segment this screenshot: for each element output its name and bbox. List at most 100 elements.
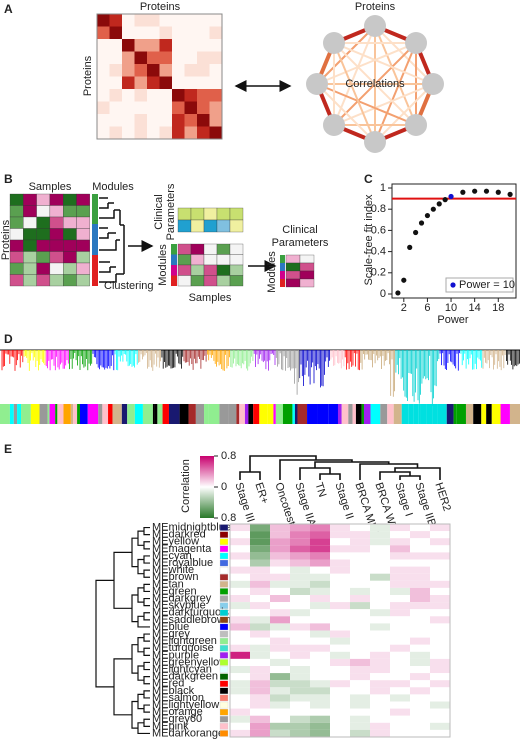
heatmap-cell [390,729,410,737]
module-strip [275,404,283,424]
module-strip [328,404,338,424]
module-strip [30,404,40,424]
module-color [219,559,229,567]
schematic-cell [177,254,192,266]
heatmap-cell [290,580,310,588]
heatmap-cell [250,545,270,553]
heatmap-cell [230,531,250,539]
heatmap-cell [410,630,430,638]
module-strip [228,404,237,424]
schematic-cell [76,193,90,206]
network-node [322,114,345,137]
heatmap-cell [230,666,250,674]
network-edge [316,83,376,143]
schematic-cell [216,275,231,287]
heatmap-cell [330,729,350,737]
matrix-cell [97,39,110,52]
point [460,189,466,195]
matrix-cell [197,26,210,39]
heatmap-cell [250,729,270,737]
heatmap-cell [410,623,430,631]
heatmap-cell [270,729,290,737]
heatmap-cell [310,637,330,645]
schematic-cell [177,275,192,287]
row-label: MEskyblue [152,600,206,612]
heatmap-cell [270,644,290,652]
heatmap-cell [270,715,290,723]
heatmap-cell [250,552,270,560]
heatmap-cell [290,715,310,723]
module-color [219,616,229,624]
row-dendrogram [113,658,132,716]
heatmap-cell [270,545,290,553]
point [424,212,431,219]
row-label: MEdarkturquoise [152,607,235,619]
module-color [219,524,229,531]
heatmap-cell [350,587,370,595]
schematic-cell [76,228,90,241]
matrix-cell [172,51,185,64]
module-strip [188,404,196,424]
module-color [219,630,229,638]
heatmap-cell [330,673,350,681]
module-bar [92,224,98,255]
colorbar-tick-label: 0 [221,481,227,493]
module-strip [307,404,318,424]
heatmap-cell [350,630,370,638]
heatmap-cell [330,602,350,610]
row-label: MEpurple [152,649,199,661]
module-strip [292,404,295,424]
schematic-cell [177,207,192,221]
colorbar-tick-label: 0.8 [221,512,236,524]
heatmap-cell [410,602,430,610]
schematic-cell [63,193,77,206]
matrix-cell [97,89,110,102]
module-strip [491,404,501,424]
heatmap-cell [370,701,390,709]
heatmap-cell [350,559,370,567]
module-strip [219,404,229,424]
schematic-cell [177,264,192,276]
heatmap-cell [350,729,370,737]
heatmap-cell [290,602,310,610]
network-node [405,114,428,137]
row-label: MEorange [152,706,203,718]
matrix-cell [184,76,197,89]
matrix-cell [209,51,222,64]
matrix-cell [122,39,135,52]
y-axis-title: Scale-free fit index [363,194,375,286]
heatmap-cell [350,616,370,624]
module-strip [408,404,414,424]
module-strip [348,404,353,424]
module-color [219,588,229,595]
schematic-cell [285,254,301,264]
module-strip [294,404,298,424]
schematic-cell [36,193,51,206]
heatmap-cell [250,680,270,688]
heatmap-cell [230,623,250,631]
matrix-cell [197,51,210,64]
matrix-cell [172,64,185,77]
module-strip [55,404,58,424]
schematic-cell [9,274,24,287]
heatmap-cell [270,658,290,666]
heatmap-cell [330,524,350,532]
heatmap-cell [290,644,310,652]
module-color [219,609,229,616]
module-bar [280,263,285,271]
row-dendrogram [137,637,144,653]
heatmap-cell [430,644,450,652]
row-dendrogram [143,583,150,593]
module-strip [453,404,457,424]
network-node [364,15,386,37]
y-tick-label: 0 [380,288,386,300]
heatmap-cell [230,630,250,638]
row-dendrogram [137,665,144,681]
schematic-cell [9,216,24,229]
label: Modules [92,181,134,193]
heatmap-cell [310,602,330,610]
module-strip [341,404,349,424]
matrix-cell [134,76,147,89]
module-strip [0,404,10,424]
